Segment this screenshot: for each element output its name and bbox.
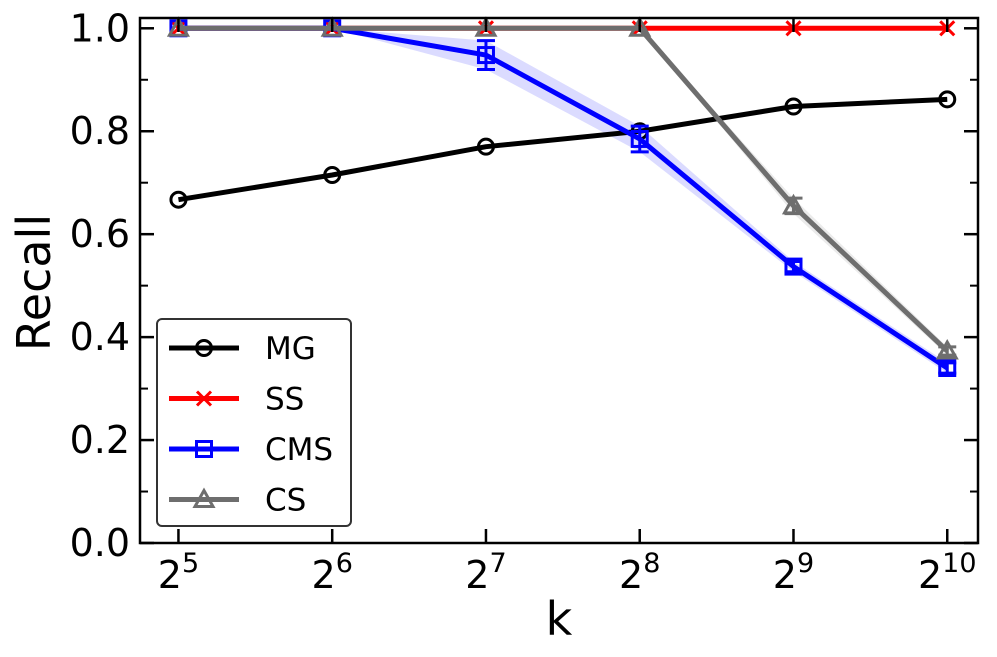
x-tick-base: 2: [773, 553, 797, 597]
x-tick-exponent: 9: [797, 548, 814, 579]
legend-label-cms: CMS: [265, 432, 333, 468]
x-tick-exponent: 5: [182, 548, 199, 579]
legend-box: [156, 318, 352, 527]
series-layer: [166, 16, 959, 377]
x-tick-exponent: 7: [489, 548, 506, 579]
x-tick-base: 2: [465, 553, 489, 597]
data-point-mg: [476, 137, 495, 156]
series-cs: [166, 16, 959, 360]
x-tick-label: 28: [619, 548, 660, 597]
x-tick-exponent: 8: [643, 548, 660, 579]
x-tick-base: 2: [158, 553, 182, 597]
x-tick-labels: 25 26 27 28 29 210: [158, 548, 977, 597]
legend-item-cs: CS: [169, 483, 306, 519]
data-point-cs: [935, 338, 959, 360]
x-tick-label: 25: [158, 548, 199, 597]
data-point-cs: [781, 193, 806, 215]
legend: MG SS CMS CS: [156, 318, 352, 527]
y-tick-label: 0.4: [70, 315, 130, 359]
legend-marker-ss: [195, 390, 213, 407]
series-line-mg: [178, 96, 948, 203]
legend-marker-cms: [195, 440, 213, 458]
x-tick-base: 2: [918, 553, 942, 597]
x-tick-label: 26: [312, 548, 353, 597]
y-tick-label: 1.0: [70, 6, 130, 50]
legend-marker-cs: [192, 487, 216, 508]
error-band-cs: [178, 28, 948, 356]
axis-ticks: [140, 18, 978, 545]
data-point-cs: [628, 16, 652, 37]
legend-item-ss: SS: [169, 382, 304, 418]
x-axis-title: k: [546, 592, 573, 646]
y-tick-label: 0.6: [70, 212, 130, 256]
data-point-mg: [169, 190, 188, 209]
plot-frame: [138, 16, 980, 545]
x-tick-base: 2: [619, 553, 643, 597]
legend-label-cs: CS: [265, 483, 306, 519]
data-point-mg: [323, 165, 342, 184]
data-point-cms: [938, 359, 957, 377]
data-point-mg: [938, 90, 957, 109]
x-tick-exponent: 6: [336, 548, 353, 579]
x-tick-label: 29: [773, 548, 814, 597]
x-tick-base: 2: [312, 553, 336, 597]
legend-label-ss: SS: [265, 382, 304, 418]
series-line-cms: [178, 25, 949, 371]
x-tick-label: 210: [918, 548, 977, 597]
data-point-cs: [474, 16, 498, 37]
y-axis-title: Recall: [7, 214, 61, 351]
legend-item-mg: MG: [169, 331, 316, 367]
y-tick-label: 0.8: [70, 109, 130, 153]
data-point-cms: [784, 257, 803, 276]
data-point-cs: [166, 16, 191, 37]
y-tick-label: 0.0: [70, 521, 130, 565]
data-point-cms: [630, 129, 649, 148]
data-point-cs: [320, 16, 344, 37]
series-line-cs: [178, 25, 949, 353]
y-tick-label: 0.2: [70, 418, 130, 462]
x-tick-exponent: 10: [942, 548, 976, 579]
legend-marker-mg: [195, 339, 213, 357]
legend-item-cms: CMS: [169, 432, 333, 468]
x-tick-label: 27: [465, 548, 506, 597]
y-tick-labels: 0.0 0.2 0.4 0.6 0.8 1.0: [70, 6, 130, 565]
data-point-cms: [476, 46, 495, 65]
data-point-mg: [784, 97, 803, 116]
legend-label-mg: MG: [265, 331, 316, 367]
